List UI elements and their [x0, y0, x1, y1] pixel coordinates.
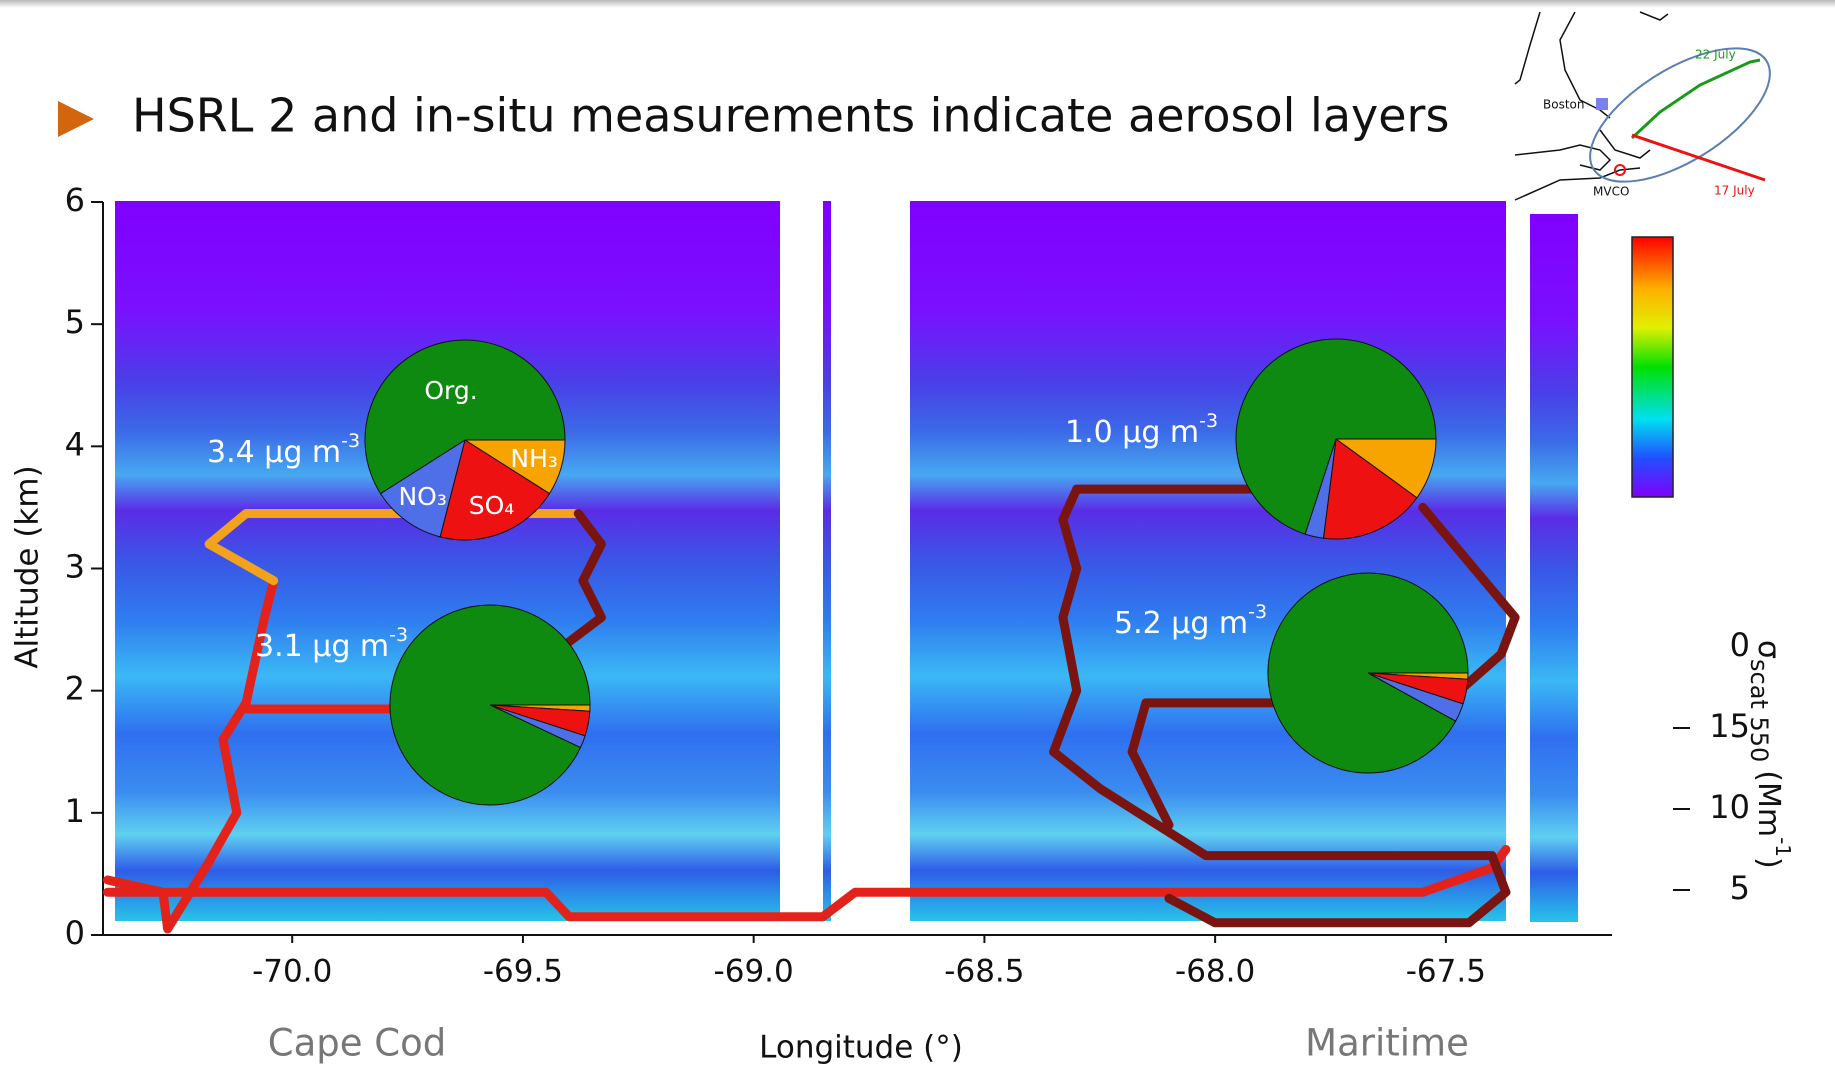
region-ellipse [1589, 47, 1771, 183]
pie-slice [389, 604, 591, 806]
pie-total-exponent: -3 [389, 624, 408, 646]
colorbar-label-part: -1 [1772, 837, 1796, 857]
colorbar-tick-label: 5 [1730, 869, 1750, 907]
y-tick-label: 4 [65, 425, 85, 463]
slice-label: NO₃ [398, 482, 446, 511]
pie [389, 604, 591, 806]
pie-total-text: 5.2 μg m [1114, 606, 1248, 641]
pie-slice [439, 439, 551, 541]
x-tick-label: -68.0 [1175, 954, 1255, 990]
map-label: 17 July [1714, 184, 1755, 198]
y-tick-label: 6 [65, 181, 85, 219]
slice-label: NH₃ [510, 444, 558, 473]
y-tick-label: 1 [65, 792, 85, 830]
colorbar-tick-label: 15 [1709, 707, 1750, 745]
map-track-22-july [1630, 58, 1761, 140]
colorbar-label-part: scat 550 [1745, 659, 1773, 762]
slice-label: Org. [424, 376, 477, 405]
map-track-17-july [1631, 133, 1766, 182]
pie-slice [1322, 438, 1418, 540]
map-label: 22 July [1695, 48, 1736, 62]
colorbar-label-part: (Mm [1752, 770, 1787, 837]
pie-total-text: 3.4 μg m [207, 435, 341, 470]
curtain-panel [823, 201, 831, 921]
pie-total-exponent: -3 [341, 430, 360, 452]
pie-total-text: 1.0 μg m [1065, 415, 1199, 450]
x-tick-label: -69.5 [483, 954, 563, 990]
map-label: Boston [1543, 98, 1584, 112]
curtain-panel [115, 201, 780, 921]
colorbar-label: σscat 550 (Mm-1) [1745, 640, 1796, 869]
pie-slice [364, 339, 566, 495]
y-axis-label: Altitude (km) [10, 465, 46, 668]
slide-title: HSRL 2 and in-situ measurements indicate… [132, 89, 1449, 143]
pie-total-label: 3.1 μg m-3 [255, 624, 408, 664]
boston-marker [1596, 98, 1608, 110]
pie-slice [1267, 572, 1469, 774]
pie-total-label: 5.2 μg m-3 [1114, 601, 1267, 641]
slice-label: SO₄ [469, 491, 515, 520]
pie-slice [379, 438, 466, 538]
curtain-panel [910, 201, 1506, 921]
pie [1235, 338, 1437, 540]
colorbar-tick-label: 10 [1709, 788, 1750, 826]
y-tick-label: 0 [65, 914, 85, 952]
x-tick-label: -68.5 [944, 954, 1024, 990]
pie: NH₃ SO₄ NO₃ Org. [364, 339, 566, 541]
colorbar-label-part: ) [1752, 857, 1787, 869]
bullet [58, 101, 94, 137]
colorbar [1631, 236, 1674, 498]
colorbar-label-part: σ [1752, 640, 1787, 659]
mvco-marker [1614, 164, 1626, 176]
x-tick-label: -69.0 [714, 954, 794, 990]
pie-total-exponent: -3 [1199, 410, 1218, 432]
pie-total-text: 3.1 μg m [255, 629, 389, 664]
pie-total-label: 1.0 μg m-3 [1065, 410, 1218, 450]
map-label: MVCO [1593, 185, 1629, 199]
y-tick-label: 3 [65, 548, 85, 586]
y-tick-label: 5 [65, 303, 85, 341]
pie-total-exponent: -3 [1248, 601, 1267, 623]
region-label: Maritime [1305, 1022, 1469, 1065]
y-tick-label: 2 [65, 670, 85, 708]
x-axis-label: Longitude (°) [759, 1030, 963, 1066]
region-label: Cape Cod [268, 1022, 446, 1065]
x-tick-label: -67.5 [1406, 954, 1486, 990]
pie-total-label: 3.4 μg m-3 [207, 430, 360, 470]
x-tick-label: -70.0 [252, 954, 332, 990]
pie-slice [1235, 338, 1437, 535]
coastline [1514, 11, 1669, 201]
curtain-panel [1530, 214, 1578, 922]
map-inset [1514, 11, 1771, 201]
pie [1267, 572, 1469, 774]
top-bar [0, 0, 1835, 8]
colorbar-tick-label: 0 [1730, 626, 1750, 664]
